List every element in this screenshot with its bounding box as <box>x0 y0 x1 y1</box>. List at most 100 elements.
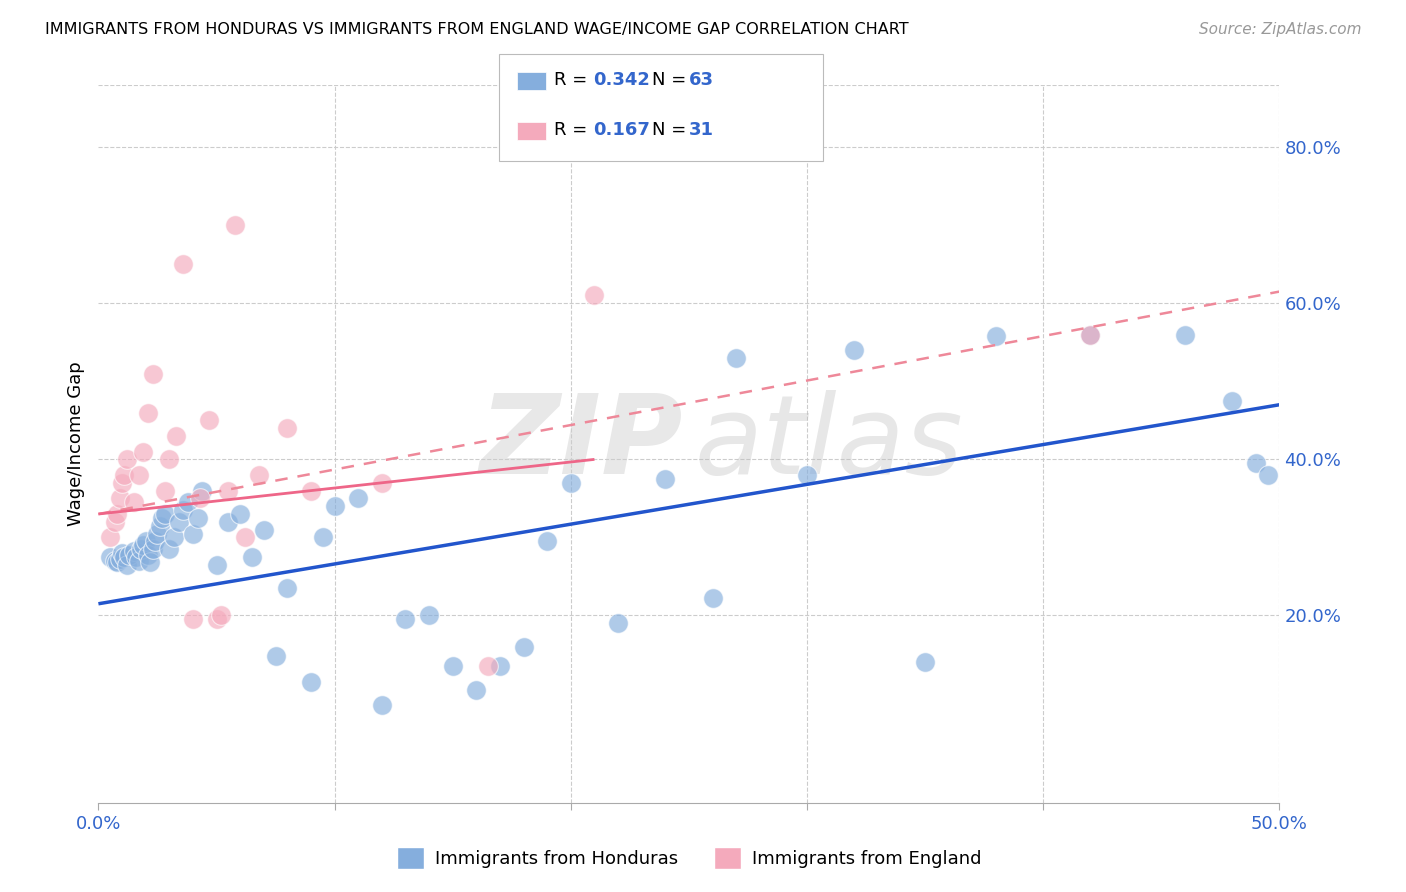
Point <box>984 329 1007 343</box>
Point <box>172 503 194 517</box>
Text: R =: R = <box>554 71 588 89</box>
Point <box>146 526 169 541</box>
Point <box>111 546 134 560</box>
Point <box>135 534 157 549</box>
Point <box>142 542 165 557</box>
Text: atlas: atlas <box>695 391 963 497</box>
Legend: Immigrants from Honduras, Immigrants from England: Immigrants from Honduras, Immigrants fro… <box>389 840 988 876</box>
Point <box>157 452 180 467</box>
Point <box>844 343 866 358</box>
Point <box>465 682 488 697</box>
Point <box>165 429 187 443</box>
Point <box>312 530 335 544</box>
Point <box>108 491 131 506</box>
Point <box>276 581 298 595</box>
Point <box>163 530 186 544</box>
Point <box>725 351 748 365</box>
Point <box>153 507 176 521</box>
Point <box>247 467 270 482</box>
Point <box>104 554 127 568</box>
Point <box>1220 393 1243 408</box>
Point <box>229 507 252 521</box>
Point <box>105 555 128 570</box>
Y-axis label: Wage/Income Gap: Wage/Income Gap <box>66 361 84 526</box>
Point <box>371 475 394 490</box>
Point <box>654 472 676 486</box>
Point <box>157 542 180 557</box>
Text: IMMIGRANTS FROM HONDURAS VS IMMIGRANTS FROM ENGLAND WAGE/INCOME GAP CORRELATION : IMMIGRANTS FROM HONDURAS VS IMMIGRANTS F… <box>45 22 908 37</box>
Point <box>1080 327 1102 342</box>
Point <box>607 616 630 631</box>
Point <box>489 659 512 673</box>
Point <box>118 548 141 562</box>
Point <box>1174 327 1197 342</box>
Point <box>136 548 159 562</box>
Point <box>371 698 394 713</box>
Text: 63: 63 <box>689 71 714 89</box>
Point <box>136 405 159 420</box>
Point <box>264 649 287 664</box>
Point <box>914 655 936 669</box>
Point <box>112 467 135 482</box>
Point <box>209 608 232 623</box>
Point <box>536 534 558 549</box>
Point <box>224 219 246 233</box>
Point <box>198 413 221 427</box>
Text: 0.167: 0.167 <box>593 121 650 139</box>
Point <box>128 467 150 482</box>
Point <box>1080 327 1102 342</box>
Point <box>153 483 176 498</box>
Point <box>191 483 214 498</box>
Point <box>98 549 121 564</box>
Point <box>253 523 276 537</box>
Point <box>217 483 239 498</box>
Point <box>167 515 190 529</box>
Point <box>111 475 134 490</box>
Point <box>394 612 416 626</box>
Point <box>122 495 145 509</box>
Point <box>187 511 209 525</box>
Point <box>132 538 155 552</box>
Point <box>583 288 606 302</box>
Point <box>115 452 138 467</box>
Text: Source: ZipAtlas.com: Source: ZipAtlas.com <box>1198 22 1361 37</box>
Text: 0.342: 0.342 <box>593 71 650 89</box>
Point <box>512 640 534 654</box>
Point <box>128 554 150 568</box>
Point <box>299 674 322 689</box>
Point <box>323 500 346 514</box>
Text: R =: R = <box>554 121 588 139</box>
Point <box>172 257 194 271</box>
Point <box>205 612 228 626</box>
Point <box>177 495 200 509</box>
Point <box>441 659 464 673</box>
Text: ZIP: ZIP <box>479 391 683 497</box>
Point <box>217 515 239 529</box>
Point <box>115 558 138 572</box>
Point <box>276 421 298 435</box>
Point <box>477 659 499 673</box>
Point <box>132 444 155 458</box>
Point <box>125 549 148 564</box>
Point <box>240 549 263 564</box>
Point <box>150 511 173 525</box>
Point <box>143 534 166 549</box>
Point <box>105 507 128 521</box>
Point <box>98 530 121 544</box>
Point <box>149 518 172 533</box>
Point <box>181 526 204 541</box>
Point <box>108 552 131 566</box>
Point <box>205 558 228 572</box>
Text: 31: 31 <box>689 121 714 139</box>
Text: N =: N = <box>652 71 686 89</box>
Point <box>139 555 162 570</box>
Point <box>104 515 127 529</box>
Point <box>418 608 440 623</box>
Point <box>1257 467 1279 482</box>
Text: N =: N = <box>652 121 686 139</box>
Point <box>112 549 135 564</box>
Point <box>560 475 582 490</box>
Point <box>188 491 211 506</box>
Point <box>1244 456 1267 470</box>
Point <box>702 591 724 606</box>
